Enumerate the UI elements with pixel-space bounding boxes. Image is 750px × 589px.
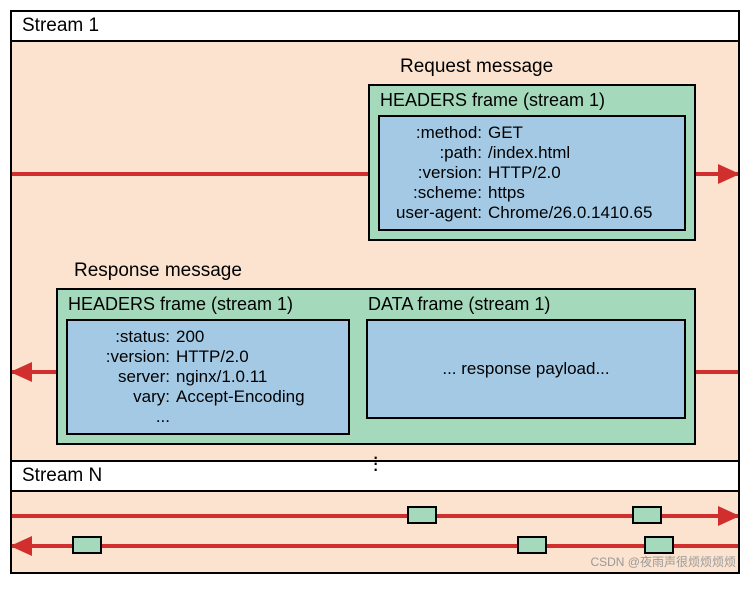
kv-key: user-agent: (390, 203, 488, 223)
tiny-frame (72, 536, 102, 554)
response-headers-title: HEADERS frame (stream 1) (58, 290, 358, 317)
response-data-body: ... response payload... (366, 319, 686, 419)
vdots-icon: ··· (372, 454, 379, 472)
stream1-label: Stream 1 (12, 12, 738, 42)
kv-key: ... (78, 407, 176, 427)
kv-key: :scheme: (390, 183, 488, 203)
request-arrow-head (718, 164, 740, 184)
kv-val: https (488, 183, 525, 203)
kv-val: HTTP/2.0 (488, 163, 561, 183)
request-message-label: Request message (400, 56, 553, 78)
response-message-label: Response message (74, 260, 242, 282)
kv-val: /index.html (488, 143, 570, 163)
watermark: CSDN @夜雨声很烦烦烦烦 (590, 553, 736, 570)
response-headers-body: :status:200 :version:HTTP/2.0 server:ngi… (66, 319, 350, 435)
tiny-frame (632, 506, 662, 524)
kv-key: :version: (78, 347, 176, 367)
request-headers-title: HEADERS frame (stream 1) (370, 86, 694, 113)
kv-key: :status: (78, 327, 176, 347)
kv-val: Accept-Encoding (176, 387, 305, 407)
stream1-body: Request message HEADERS frame (stream 1)… (12, 42, 738, 460)
request-headers-body: :method:GET :path:/index.html :version:H… (378, 115, 686, 231)
tiny-frame (644, 536, 674, 554)
kv-key: :path: (390, 143, 488, 163)
http2-stream-diagram: Stream 1 Request message HEADERS frame (… (10, 10, 740, 574)
payload-text: ... response payload... (442, 359, 609, 379)
kv-val: Chrome/26.0.1410.65 (488, 203, 652, 223)
kv-key: :method: (390, 123, 488, 143)
kv-val: GET (488, 123, 523, 143)
kv-val: HTTP/2.0 (176, 347, 249, 367)
tiny-frame (517, 536, 547, 554)
response-arrow-head (10, 362, 32, 382)
kv-key: :version: (390, 163, 488, 183)
response-frame-container: HEADERS frame (stream 1) :status:200 :ve… (56, 288, 696, 445)
kv-key: vary: (78, 387, 176, 407)
streamN-label: Stream N (22, 465, 102, 486)
kv-key: server: (78, 367, 176, 387)
streamN-right-arrow-head (718, 506, 740, 526)
streamN-right-arrow-line (12, 514, 738, 518)
kv-val: nginx/1.0.11 (176, 367, 267, 387)
request-headers-frame: HEADERS frame (stream 1) :method:GET :pa… (368, 84, 696, 241)
tiny-frame (407, 506, 437, 524)
streamN-left-arrow-head (10, 536, 32, 556)
response-data-title: DATA frame (stream 1) (358, 290, 694, 317)
streamN-label-row: Stream N ··· (12, 460, 738, 492)
streamN-left-arrow-line (12, 544, 738, 548)
kv-val: 200 (176, 327, 204, 347)
